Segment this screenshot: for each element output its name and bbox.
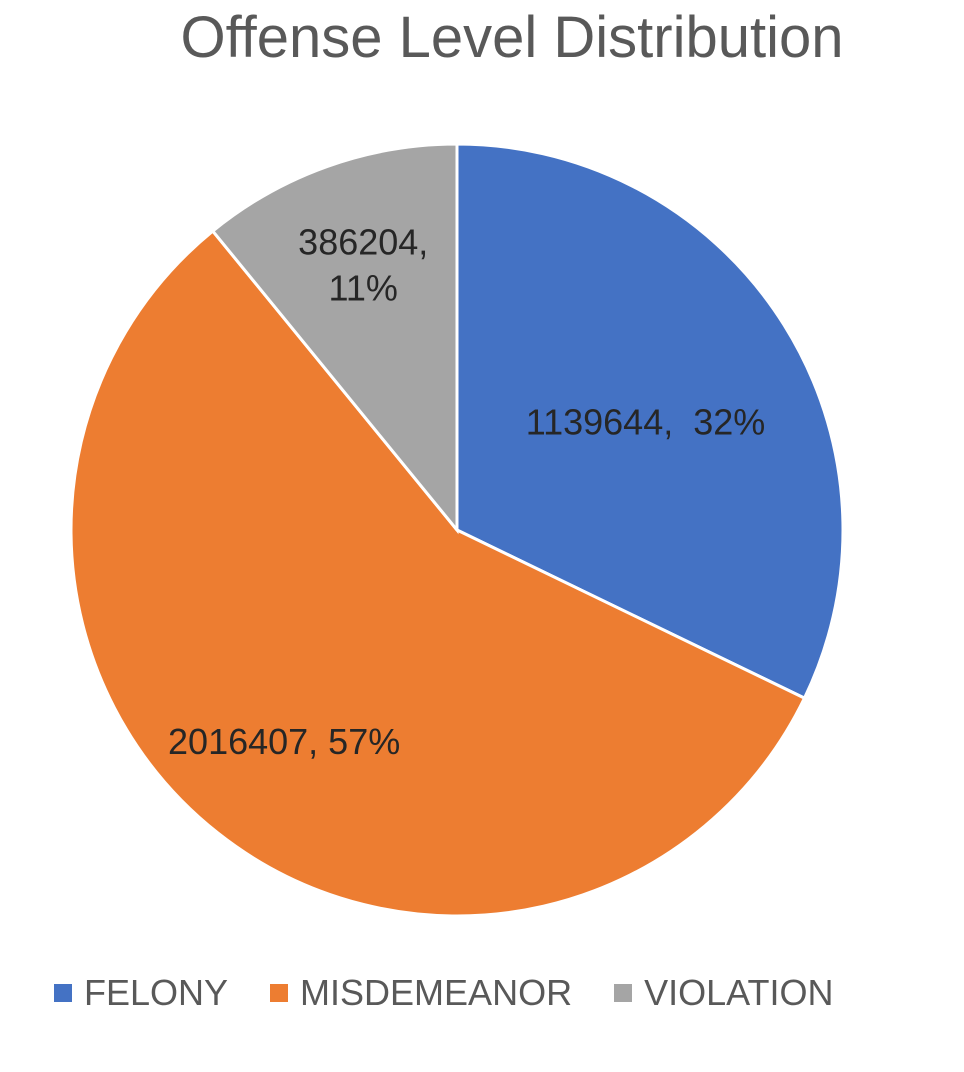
legend-item-felony: FELONY: [54, 972, 228, 1014]
pie-chart: 1139644, 32% 2016407, 57% 386204, 11%: [69, 142, 845, 918]
legend-item-violation: VIOLATION: [614, 972, 833, 1014]
legend: FELONY MISDEMEANOR VIOLATION: [0, 972, 964, 1014]
legend-label-felony: FELONY: [84, 972, 229, 1013]
data-label-misdemeanor: 2016407, 57%: [168, 721, 400, 762]
pie-slice-misdemeanor: [69, 228, 807, 918]
pie-slice-violation: [210, 142, 459, 535]
chart-title: Offense Level Distribution: [180, 5, 844, 70]
legend-item-misdemeanor: MISDEMEANOR: [270, 972, 572, 1014]
legend-swatch-misdemeanor: [270, 984, 289, 1002]
pie-slice-felony: [455, 142, 845, 701]
legend-swatch-violation: [614, 984, 633, 1002]
legend-label-misdemeanor: MISDEMEANOR: [300, 972, 573, 1013]
legend-swatch-felony: [54, 984, 72, 1002]
legend-label-violation: VIOLATION: [644, 972, 834, 1013]
data-label-violation: 386204, 11%: [298, 221, 428, 308]
data-label-felony: 1139644, 32%: [526, 401, 766, 442]
